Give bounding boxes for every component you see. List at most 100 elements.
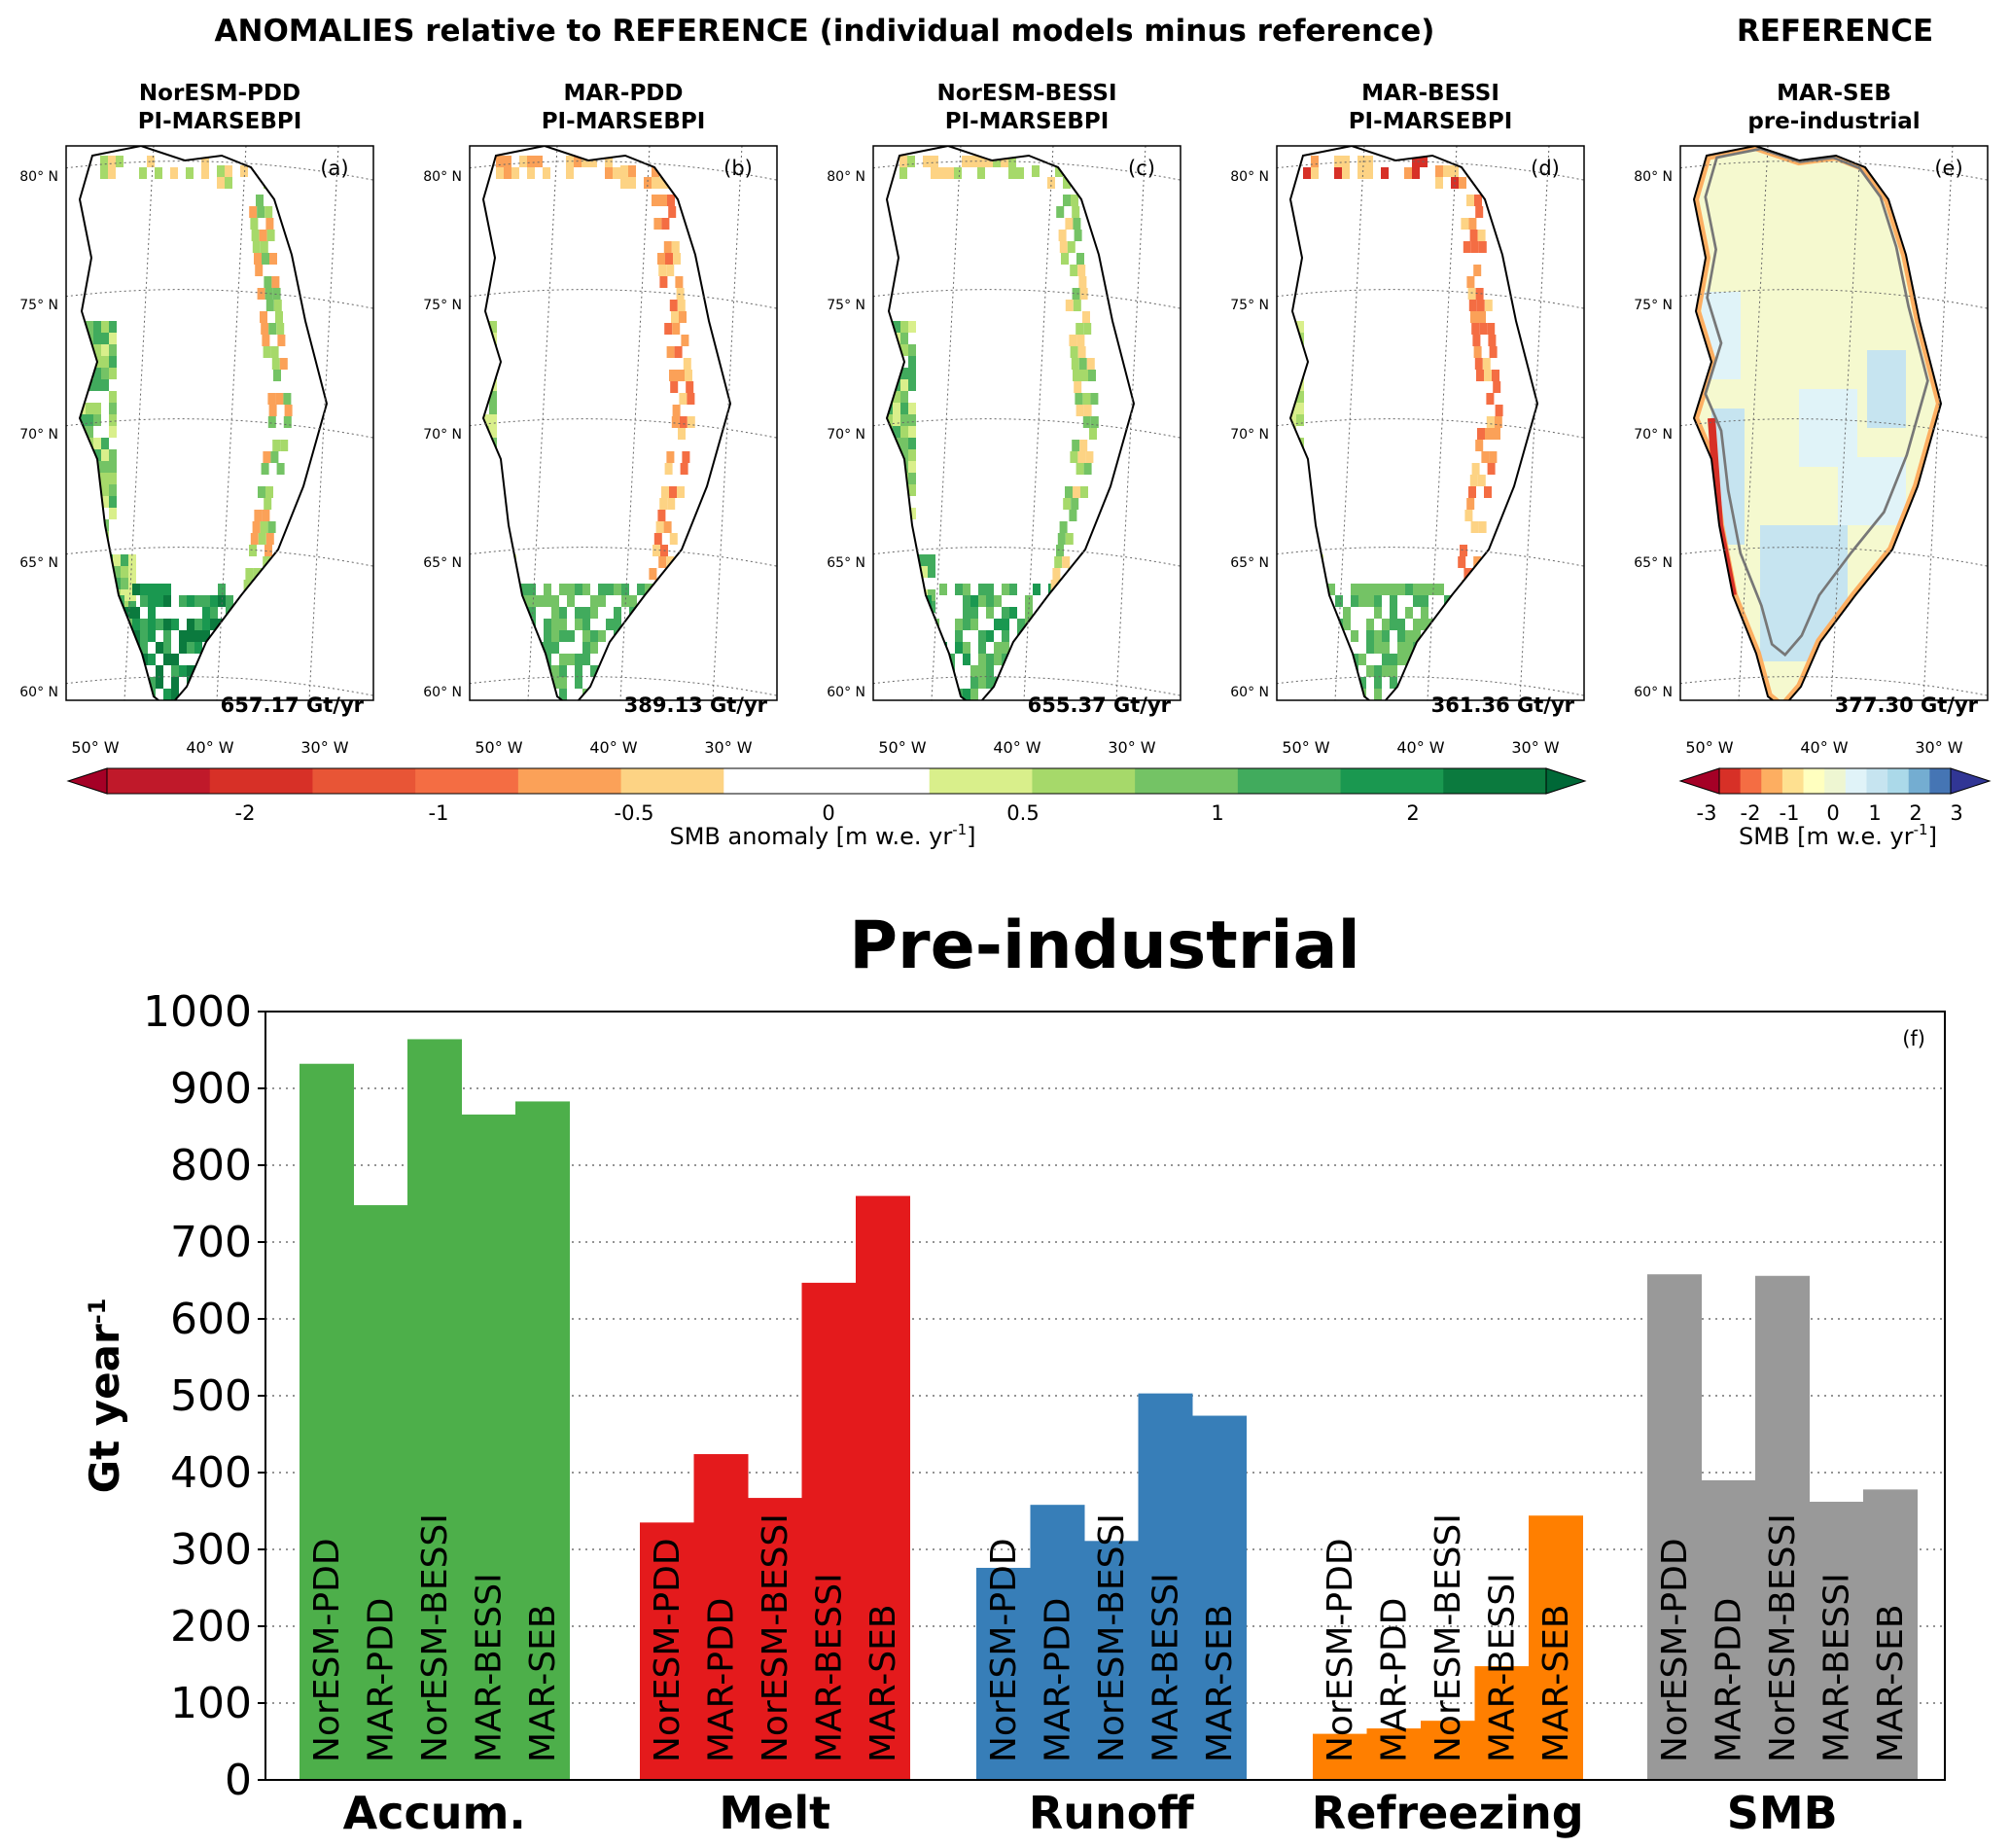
grid-cell: [1470, 241, 1479, 253]
grid-cell: [109, 414, 117, 426]
bar-model-label: NorESM-PDD: [307, 1538, 347, 1762]
grid-cell: [1308, 648, 1316, 659]
grid-cell: [1002, 689, 1009, 700]
grid-cell: [1365, 167, 1373, 179]
grid-cell: [575, 654, 582, 665]
grid-cell: [1083, 323, 1092, 335]
grid-cell: [637, 642, 645, 654]
grid-cell: [978, 677, 986, 689]
grid-cell: [904, 578, 912, 589]
grid-cell: [210, 642, 218, 654]
grid-cell: [93, 519, 101, 531]
grid-cell: [509, 659, 516, 671]
grid-cell: [912, 601, 920, 613]
grid-cell: [1079, 288, 1088, 300]
grid-cell: [908, 414, 916, 426]
bar: [856, 1195, 910, 1780]
grid-cell: [1476, 300, 1485, 311]
latitude-line: [66, 547, 373, 567]
grid-cell: [86, 484, 93, 496]
grid-cell: [501, 601, 509, 613]
colorbar-swatch: [1781, 768, 1805, 794]
grid-cell: [900, 333, 908, 344]
map-title-line1: NorESM-BESSI: [937, 81, 1117, 106]
grid-cell: [687, 416, 695, 428]
grid-cell: [93, 449, 101, 461]
grid-cell: [575, 619, 582, 630]
colorbar-extend-low: [1678, 767, 1720, 795]
grid-cell: [994, 654, 1002, 665]
grid-cell: [259, 580, 267, 591]
grid-cell: [140, 630, 148, 642]
grid-cell: [109, 484, 117, 496]
grid-cell: [252, 521, 261, 533]
grid-cell: [994, 595, 1002, 607]
grid-cell: [559, 619, 567, 630]
grid-cell: [86, 321, 93, 333]
latitude-label: 65° N: [19, 555, 58, 571]
grid-cell: [931, 167, 938, 179]
grid-cell: [1327, 642, 1335, 654]
coastline: [1288, 146, 1539, 700]
bars: [300, 1039, 1918, 1780]
grid-cell: [1090, 393, 1099, 405]
grid-cell: [1296, 403, 1304, 414]
grid-cell: [1083, 463, 1092, 475]
colorbar-swatch: [1761, 768, 1783, 794]
grid-cell: [912, 659, 920, 671]
grid-cell: [1311, 167, 1319, 179]
grid-cell: [1466, 498, 1475, 510]
grid-cell: [1073, 370, 1080, 381]
longitude-label: 40° W: [1396, 738, 1444, 757]
map-title-line1: NorESM-PDD: [139, 81, 300, 106]
colorbar-tick-label: -2: [1741, 801, 1761, 825]
grid-cell: [1366, 619, 1374, 630]
grid-cell: [93, 496, 101, 508]
latitude-label: 60° N: [423, 685, 462, 700]
grid-cell: [955, 619, 963, 630]
grid-cell: [210, 654, 218, 665]
grid-cell: [86, 531, 93, 543]
bar: [1647, 1274, 1702, 1780]
grid-cell: [509, 578, 516, 589]
grid-cell: [1327, 584, 1335, 595]
latitude-line: [1680, 418, 1988, 439]
grid-cell: [614, 584, 621, 595]
grid-cell: [86, 496, 93, 508]
grid-cell: [163, 595, 171, 607]
grid-cell: [1290, 333, 1296, 344]
longitude-line: [527, 146, 558, 700]
grid-cell: [1002, 607, 1009, 619]
grid-cell: [128, 648, 136, 659]
grid-cell: [109, 461, 117, 473]
grid-cell: [147, 156, 155, 167]
colorbar-tick-label: -0.5: [615, 801, 654, 825]
grid-cell: [1009, 689, 1017, 700]
latitude-line: [470, 289, 777, 309]
grid-cell: [179, 665, 187, 677]
map-frame: [65, 145, 374, 701]
grid-cell: [893, 449, 900, 461]
grid-cell: [156, 665, 163, 677]
y-tick-label: 700: [170, 1218, 252, 1267]
grid-cell: [667, 195, 675, 206]
grid-cell: [887, 461, 893, 473]
grid-cell: [1452, 607, 1460, 619]
grid-cell: [1477, 475, 1486, 486]
latitude-label: 70° N: [1634, 427, 1673, 443]
grid-cell: [272, 288, 281, 300]
grid-cell: [1484, 370, 1492, 381]
grid-cell: [893, 496, 900, 508]
y-tick-label: 500: [170, 1371, 252, 1421]
grid-cell: [1290, 531, 1296, 543]
latitude-label: 80° N: [827, 169, 865, 185]
grid-cell: [1296, 484, 1304, 496]
grid-cell: [1054, 556, 1063, 568]
grid-cell: [978, 654, 986, 665]
grid-cell: [501, 624, 509, 636]
longitude-line: [123, 146, 155, 700]
grid-cell: [271, 177, 279, 189]
grid-cell: [217, 177, 225, 189]
grid-cell: [912, 566, 920, 578]
grid-cell: [559, 689, 567, 700]
